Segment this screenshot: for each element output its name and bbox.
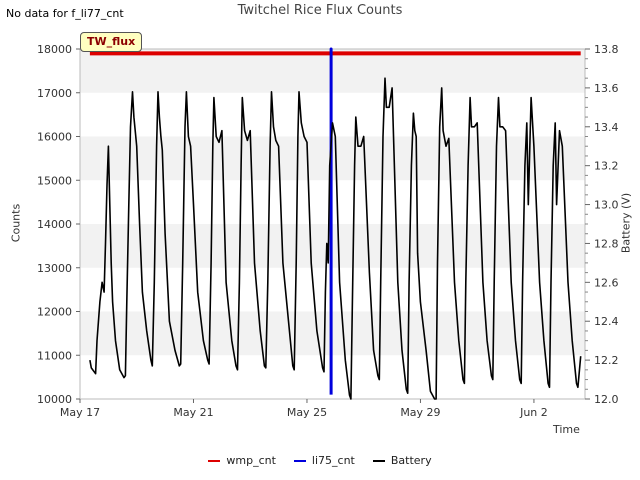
- chart-title: Twitchel Rice Flux Counts: [237, 3, 403, 18]
- y-axis-label-left: Counts: [9, 203, 23, 243]
- x-tick-label: May 25: [287, 406, 327, 419]
- right-tick-label: 13.8: [594, 43, 619, 56]
- left-tick-label: 11000: [37, 349, 72, 362]
- left-axis: 10000 11000 12000 13000 14000 15000 16000 17000…: [37, 43, 80, 406]
- left-tick-label: 16000: [37, 131, 72, 144]
- right-tick-label: 12.4: [594, 315, 619, 328]
- series-layer: [89, 47, 582, 400]
- x-tick-label: Jun 2: [519, 406, 548, 419]
- right-tick-label: 12.0: [594, 393, 619, 406]
- right-tick-label: 13.2: [594, 160, 619, 173]
- legend-label-wmp-cnt: wmp_cnt: [226, 454, 276, 467]
- legend: wmp_cnt li75_cnt Battery: [0, 454, 640, 467]
- no-data-message: No data for f_li77_cnt: [6, 7, 124, 20]
- left-tick-label: 10000: [37, 393, 72, 406]
- right-tick-label: 12.2: [594, 354, 619, 367]
- left-tick-label: 17000: [37, 87, 72, 100]
- legend-item-wmp-cnt[interactable]: wmp_cnt: [208, 454, 276, 467]
- left-tick-label: 15000: [37, 174, 72, 187]
- x-tick-label: May 17: [60, 406, 100, 419]
- right-tick-label: 12.6: [594, 276, 619, 289]
- left-tick-label: 12000: [37, 306, 72, 319]
- x-axis-label: Time: [553, 423, 580, 436]
- legend-label-li75-cnt: li75_cnt: [311, 454, 355, 467]
- y-axis-label-right: Battery (V): [619, 192, 633, 254]
- legend-swatch-li75-cnt: [293, 459, 306, 462]
- right-tick-label: 13.6: [594, 82, 619, 95]
- series-line-battery: [89, 77, 582, 400]
- legend-swatch-battery: [372, 459, 385, 462]
- left-tick-label: 14000: [37, 218, 72, 231]
- left-tick-label: 18000: [37, 43, 72, 56]
- left-tick-label: 13000: [37, 262, 72, 275]
- site-label-badge: TW_flux: [80, 32, 143, 52]
- right-tick-label: 13.0: [594, 199, 619, 212]
- right-axis: 12.0 12.2 12.4 12.6 12.8 13.0 13.2 13.4 13.6 13.8: [585, 43, 619, 406]
- legend-item-li75-cnt[interactable]: li75_cnt: [293, 454, 355, 467]
- right-tick-label: 12.8: [594, 237, 619, 250]
- x-tick-label: May 21: [173, 406, 213, 419]
- x-tick-label: May 29: [400, 406, 440, 419]
- right-tick-label: 13.4: [594, 121, 619, 134]
- legend-label-battery: Battery: [390, 454, 432, 467]
- legend-item-battery[interactable]: Battery: [372, 454, 432, 467]
- x-axis: May 17 May 21 May 25 May 29 Jun 2: [60, 399, 548, 419]
- legend-swatch-wmp-cnt: [208, 459, 221, 462]
